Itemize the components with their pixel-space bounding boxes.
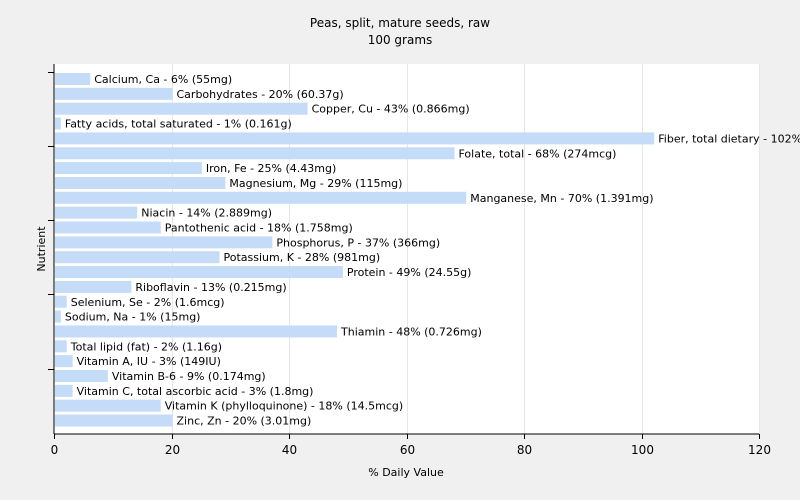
axes-group (53, 64, 759, 435)
bar (55, 370, 108, 382)
bar-label: Thiamin - 48% (0.726mg) (340, 325, 482, 338)
bar (55, 87, 173, 100)
x-tick-label: 0 (51, 443, 59, 457)
bar-label: Vitamin K (phylloquinone) - 18% (14.5mcg… (165, 400, 403, 413)
x-tick-label: 60 (400, 443, 415, 457)
gridlines (172, 64, 760, 434)
x-tick-label: 120 (748, 443, 771, 457)
y-ticks-group (48, 72, 54, 370)
plot-area (54, 64, 759, 434)
bar (55, 384, 73, 397)
x-tick-label: 80 (517, 443, 532, 457)
chart-title: Peas, split, mature seeds, raw (310, 16, 490, 30)
bar (55, 206, 138, 219)
bar (55, 295, 67, 308)
bar (55, 266, 343, 279)
bar-label: Protein - 49% (24.55g) (347, 266, 472, 279)
bar (55, 191, 467, 204)
bar-label: Zinc, Zn - 20% (3.01mg) (177, 415, 312, 428)
bar (55, 73, 91, 85)
bar (55, 236, 273, 249)
bar (55, 310, 61, 323)
chart-subtitle: 100 grams (368, 33, 433, 47)
bar-label: Calcium, Ca - 6% (55mg) (94, 73, 232, 86)
bar (55, 117, 61, 130)
bar-label: Total lipid (fat) - 2% (1.16g) (70, 340, 222, 353)
x-tick-label: 20 (165, 443, 180, 457)
bar-label: Vitamin C, total ascorbic acid - 3% (1.8… (77, 385, 314, 398)
bars-group: Calcium, Ca - 6% (55mg) Carbohydrates - 2… (55, 73, 800, 428)
bar (55, 251, 220, 264)
x-axis-label: % Daily Value (368, 466, 444, 479)
x-ticks-group: 0 20 40 60 80 100 120 (51, 434, 771, 457)
bar (55, 132, 655, 145)
bar-label: Folate, total - 68% (274mcg) (459, 147, 617, 160)
bar-label: Fiber, total dietary - 102% (25.5g) (658, 132, 800, 145)
bar-label: Selenium, Se - 2% (1.6mcg) (71, 296, 225, 309)
bar-label: Sodium, Na - 1% (15mg) (65, 311, 201, 324)
y-axis-label: Nutrient (35, 226, 48, 272)
bar (55, 399, 161, 412)
bar (55, 340, 67, 353)
bar-label: Copper, Cu - 43% (0.866mg) (312, 103, 470, 116)
bar-label: Vitamin B-6 - 9% (0.174mg) (112, 370, 266, 383)
bar-label: Carbohydrates - 20% (60.37g) (177, 88, 344, 101)
bar-label: Pantothenic acid - 18% (1.758mg) (165, 222, 353, 235)
bar (55, 325, 337, 338)
bar (55, 414, 173, 427)
bar (55, 147, 455, 160)
bar-label: Phosphorus, P - 37% (366mg) (276, 236, 440, 249)
bar-label: Potassium, K - 28% (981mg) (224, 251, 381, 264)
bar (55, 102, 308, 115)
x-tick-label: 100 (631, 443, 654, 457)
bar (55, 176, 226, 189)
bar-label: Niacin - 14% (2.889mg) (141, 207, 272, 220)
bar-label: Manganese, Mn - 70% (1.391mg) (470, 192, 653, 205)
x-tick-label: 40 (282, 443, 297, 457)
bar-label: Riboflavin - 13% (0.215mg) (135, 281, 286, 294)
bar (55, 280, 132, 293)
bar (55, 221, 161, 234)
bar-label: Fatty acids, total saturated - 1% (0.161… (65, 118, 292, 131)
bar-label: Vitamin A, IU - 3% (149IU) (77, 355, 221, 368)
bar (55, 162, 202, 175)
bar-label: Magnesium, Mg - 29% (115mg) (229, 177, 402, 190)
bar (55, 355, 73, 368)
bar-label: Iron, Fe - 25% (4.43mg) (206, 162, 336, 175)
